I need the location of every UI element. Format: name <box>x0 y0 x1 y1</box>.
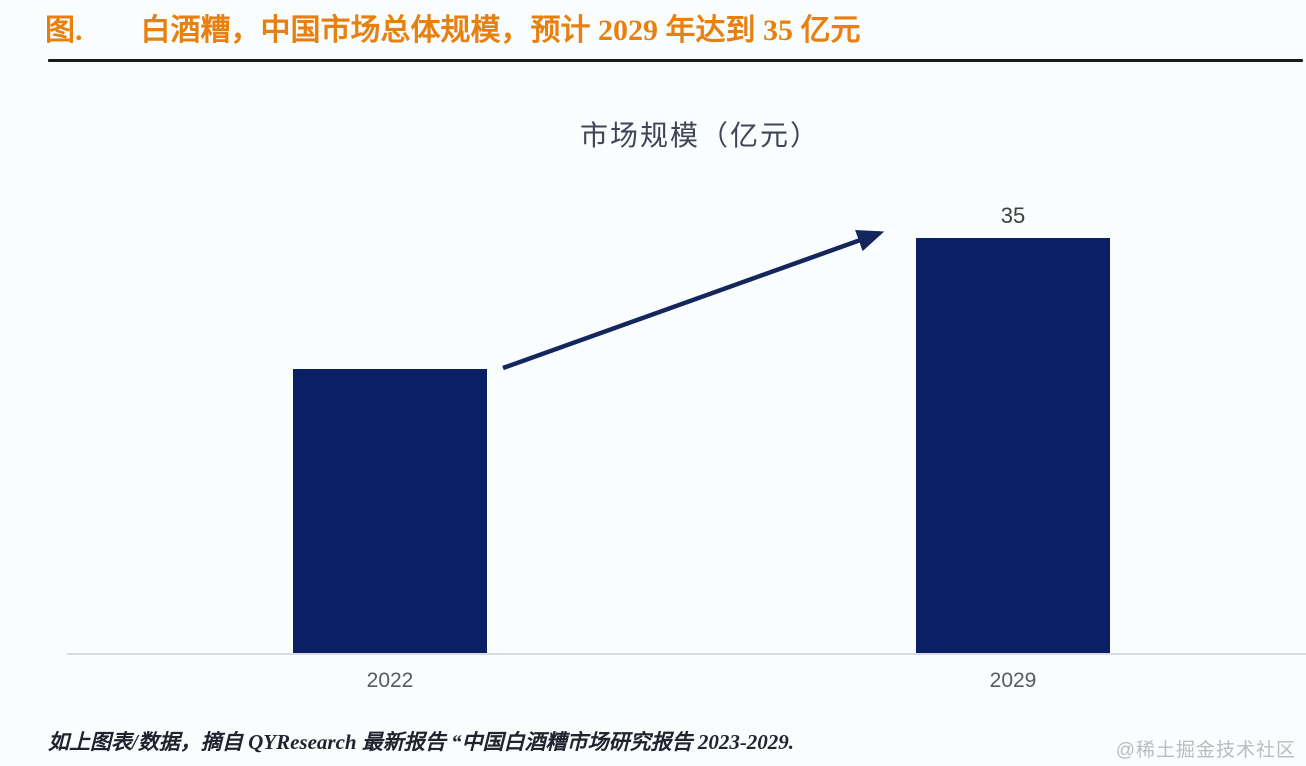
watermark: @稀土掘金技术社区 <box>1115 740 1296 761</box>
figure-title: 白酒糟，中国市场总体规模，预计 2029 年达到 35 亿元 <box>140 14 861 47</box>
source-note: 如上图表/数据，摘自 QYResearch 最新报告 “中国白酒糟市场研究报告 … <box>48 730 795 754</box>
figure-label: 图. <box>45 14 83 47</box>
growth-arrow-line <box>502 229 885 371</box>
bar-rect-2022 <box>293 369 487 654</box>
figure-header: 图. 白酒糟，中国市场总体规模，预计 2029 年达到 35 亿元 <box>45 12 861 50</box>
x-tick-2022: 2022 <box>366 669 414 692</box>
bar-value-label-2029: 35 <box>1000 203 1026 228</box>
bar-2029: 35 <box>916 203 1110 654</box>
chart-title: 市场规模（亿元） <box>579 120 820 151</box>
header-rule <box>48 59 1303 62</box>
bar-2022 <box>293 360 487 654</box>
bar-rect-2029 <box>916 238 1110 654</box>
x-axis-line <box>67 653 1306 655</box>
x-tick-2029: 2029 <box>989 669 1037 692</box>
